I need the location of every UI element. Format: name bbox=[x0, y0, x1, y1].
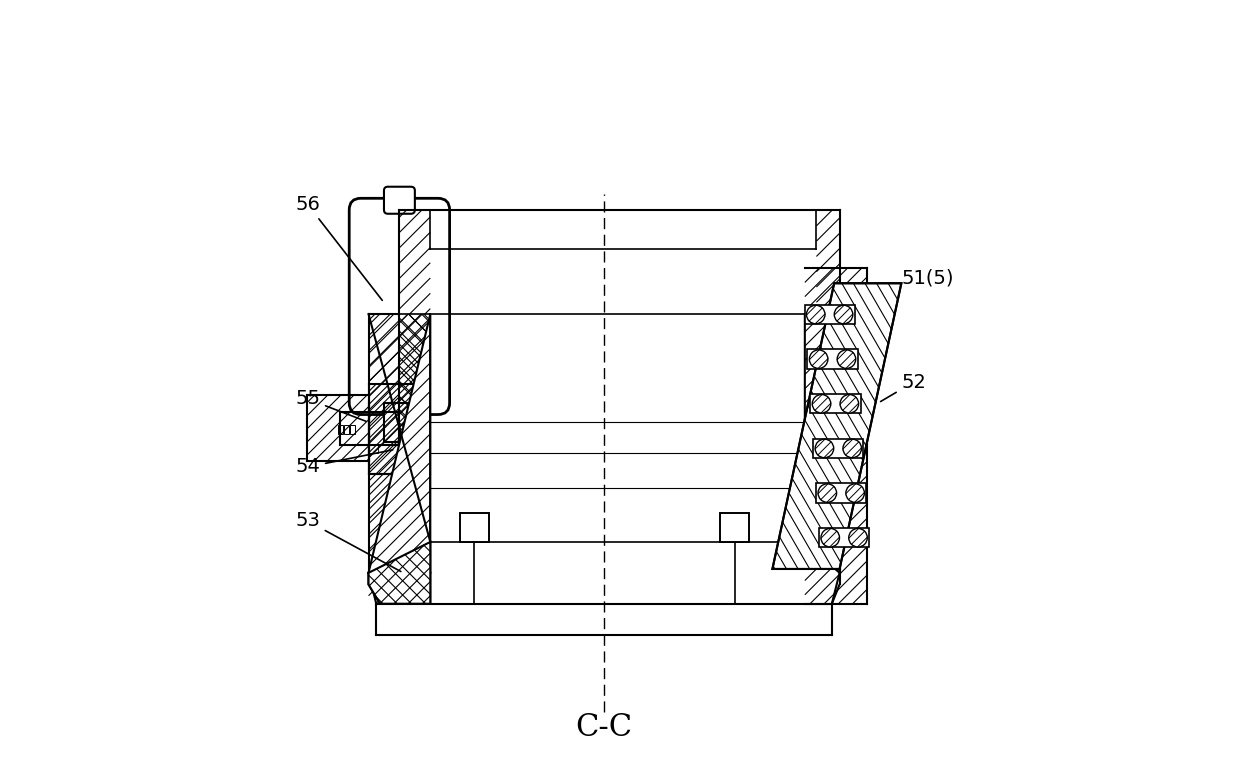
Polygon shape bbox=[368, 573, 430, 604]
Bar bbox=[368, 384, 430, 474]
Bar bbox=[460, 512, 489, 542]
Text: 55: 55 bbox=[295, 390, 366, 422]
Circle shape bbox=[846, 484, 865, 502]
Polygon shape bbox=[368, 314, 430, 573]
Bar bbox=[368, 384, 430, 474]
Circle shape bbox=[838, 350, 856, 368]
Bar bbox=[368, 314, 399, 604]
Circle shape bbox=[815, 439, 834, 458]
Bar bbox=[808, 350, 857, 369]
Circle shape bbox=[843, 439, 861, 458]
Circle shape bbox=[813, 394, 831, 413]
Bar bbox=[399, 314, 430, 604]
Polygon shape bbox=[805, 314, 840, 573]
Bar bbox=[460, 512, 489, 542]
Polygon shape bbox=[772, 283, 901, 569]
FancyBboxPatch shape bbox=[384, 187, 415, 214]
Bar bbox=[368, 395, 378, 403]
Text: 51(5): 51(5) bbox=[861, 268, 954, 309]
Bar bbox=[813, 439, 864, 458]
Circle shape bbox=[818, 484, 836, 502]
Bar bbox=[460, 512, 489, 542]
Bar bbox=[368, 446, 378, 453]
Circle shape bbox=[840, 394, 859, 413]
Bar bbox=[720, 512, 750, 542]
Bar bbox=[368, 314, 430, 573]
Circle shape bbox=[807, 305, 825, 324]
Bar bbox=[805, 268, 866, 604]
Bar bbox=[720, 512, 750, 542]
Bar bbox=[817, 210, 840, 314]
Text: 56: 56 bbox=[295, 195, 383, 301]
Bar bbox=[399, 210, 430, 314]
Bar bbox=[399, 314, 430, 604]
Bar bbox=[810, 394, 861, 413]
Text: 52: 52 bbox=[881, 373, 927, 401]
Circle shape bbox=[809, 350, 828, 368]
Bar bbox=[720, 512, 750, 542]
Bar bbox=[349, 425, 356, 434]
Bar bbox=[307, 395, 368, 461]
Circle shape bbox=[849, 529, 867, 547]
Text: 54: 54 bbox=[295, 449, 393, 477]
FancyBboxPatch shape bbox=[349, 198, 450, 415]
Bar bbox=[460, 512, 489, 542]
Bar bbox=[804, 305, 855, 324]
Bar bbox=[343, 425, 349, 434]
Text: 53: 53 bbox=[295, 512, 401, 571]
Bar bbox=[384, 403, 415, 442]
Bar bbox=[720, 512, 750, 542]
Bar bbox=[817, 484, 866, 503]
Circle shape bbox=[821, 529, 840, 547]
Polygon shape bbox=[368, 542, 430, 604]
Circle shape bbox=[834, 305, 852, 324]
Bar bbox=[819, 528, 870, 547]
Bar bbox=[338, 425, 343, 434]
Bar bbox=[399, 314, 430, 604]
Text: C-C: C-C bbox=[575, 711, 633, 742]
